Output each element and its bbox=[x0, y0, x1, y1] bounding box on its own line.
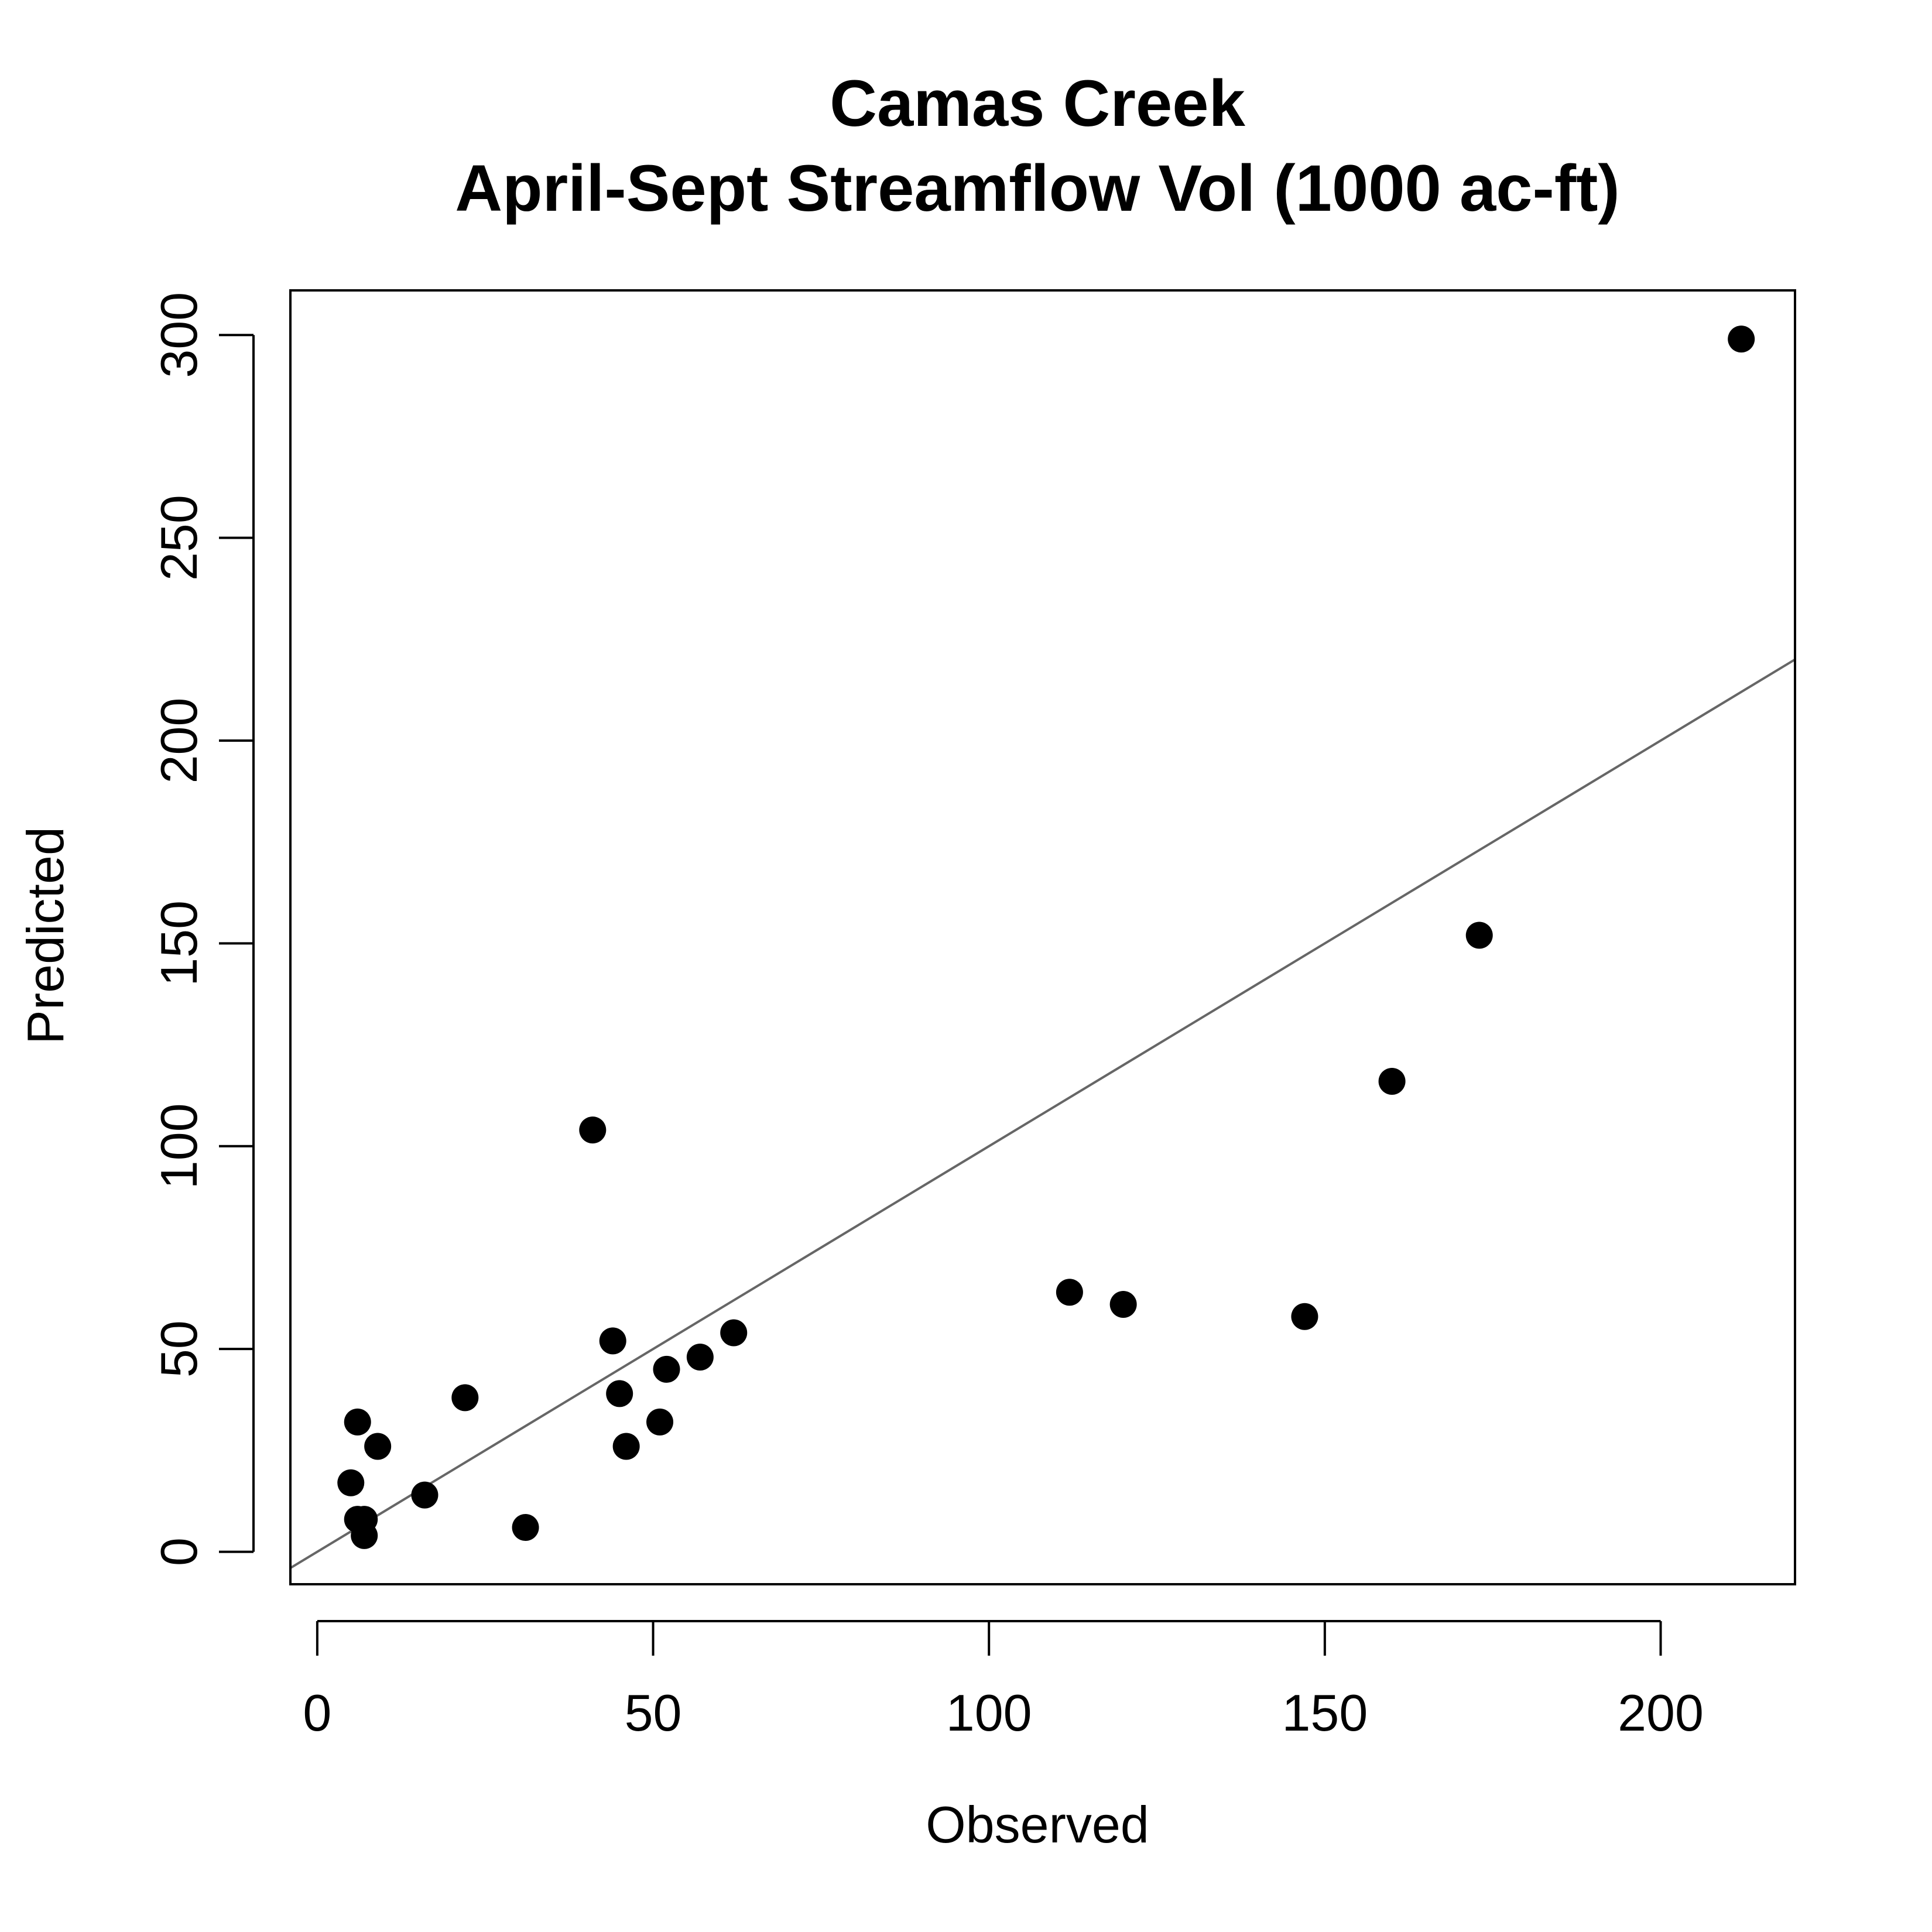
y-tick-label: 50 bbox=[150, 1320, 208, 1378]
y-tick-label: 100 bbox=[150, 1103, 208, 1189]
data-point bbox=[337, 1469, 365, 1496]
y-tick-label: 300 bbox=[150, 292, 208, 378]
chart-title-line-2: April-Sept Streamflow Vol (1000 ac-ft) bbox=[455, 152, 1619, 225]
data-point bbox=[653, 1355, 680, 1383]
data-point bbox=[1109, 1290, 1137, 1318]
plot-frame bbox=[289, 289, 1796, 1585]
data-point bbox=[1728, 326, 1755, 353]
data-point bbox=[686, 1344, 714, 1371]
data-point bbox=[606, 1380, 633, 1407]
data-point bbox=[1465, 922, 1493, 949]
data-point bbox=[1291, 1303, 1318, 1330]
data-point bbox=[720, 1319, 748, 1347]
reference-line bbox=[290, 658, 1795, 1570]
y-axis-label: Predicted bbox=[16, 827, 74, 1044]
y-tick-label: 200 bbox=[150, 698, 208, 784]
data-point bbox=[512, 1514, 539, 1542]
x-axis-label: Observed bbox=[926, 1796, 1149, 1854]
data-point bbox=[351, 1522, 378, 1549]
plot-area: 0 50 100 150 200 0 50 100 150 200 250 300 bbox=[150, 289, 1796, 1742]
x-tick-label: 200 bbox=[1618, 1684, 1704, 1742]
data-point bbox=[579, 1116, 607, 1144]
x-tick-label: 50 bbox=[625, 1684, 682, 1742]
data-point bbox=[1056, 1279, 1083, 1306]
data-point bbox=[364, 1433, 392, 1460]
data-point bbox=[612, 1433, 640, 1460]
data-point bbox=[451, 1384, 479, 1412]
x-tick-label: 0 bbox=[303, 1684, 331, 1742]
y-tick-label: 250 bbox=[150, 495, 208, 581]
chart-title-line-1: Camas Creek bbox=[830, 67, 1246, 140]
y-tick-label: 150 bbox=[150, 900, 208, 986]
data-point bbox=[599, 1327, 626, 1355]
data-point bbox=[1378, 1067, 1406, 1095]
data-point bbox=[344, 1408, 371, 1436]
x-tick-label: 150 bbox=[1282, 1684, 1368, 1742]
data-point bbox=[411, 1481, 439, 1509]
data-point bbox=[646, 1408, 674, 1436]
x-tick-label: 100 bbox=[946, 1684, 1032, 1742]
y-tick-label: 0 bbox=[150, 1537, 208, 1566]
